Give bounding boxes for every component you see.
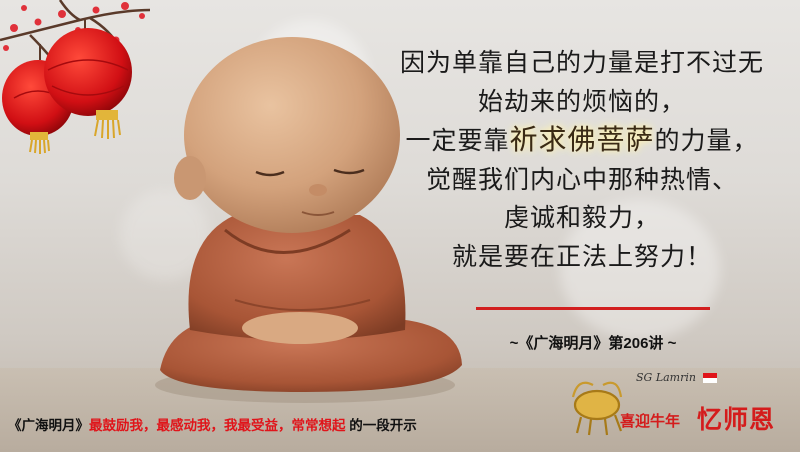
- caption-bar: 《广海明月》最鼓励我，最感动我，我最受益，常常想起 的一段开示: [8, 414, 417, 434]
- plum-blossom-branch: [0, 0, 151, 71]
- brand-greeting: 喜迎牛年: [620, 412, 681, 430]
- red-lantern-icon: [44, 20, 132, 139]
- quote-line: 因为单靠自己的力量是打不过无: [399, 48, 764, 77]
- caption-suffix: 的一段开示: [345, 418, 417, 433]
- source-citation: ~《广海明月》第206讲 ~: [509, 335, 677, 352]
- quote-segment: 一定要靠: [405, 126, 510, 155]
- little-monk-figurine: [155, 37, 462, 403]
- quote-text: 因为单靠自己的力量是打不过无 始劫来的烦恼的， 一定要靠祈求佛菩萨的力量， 觉醒…: [372, 44, 792, 276]
- caption-prefix: 《广海明月》: [8, 418, 89, 433]
- ox-icon: [571, 381, 623, 436]
- caption-highlight: 最鼓励我，最感动我，我最受益，常常想起: [89, 418, 346, 433]
- red-divider: [476, 307, 710, 310]
- quote-highlight: 祈求佛菩萨: [509, 123, 655, 156]
- quote-line: 始劫来的烦恼的，: [477, 86, 686, 116]
- brand-name: 忆师恩: [697, 405, 776, 434]
- flag-icon: [703, 373, 717, 383]
- quote-segment: 的力量，: [654, 126, 759, 155]
- quote-line: 觉醒我们内心中那种热情、: [425, 164, 738, 194]
- quote-line: 一定要靠祈求佛菩萨的力量，: [372, 121, 792, 161]
- ox-year-logo: [571, 373, 717, 436]
- brand-script: SG Lamrin: [636, 371, 696, 384]
- quote-line: 虔诚和毅力，: [503, 203, 660, 232]
- quote-line: 就是要在正法上努力！: [451, 241, 712, 271]
